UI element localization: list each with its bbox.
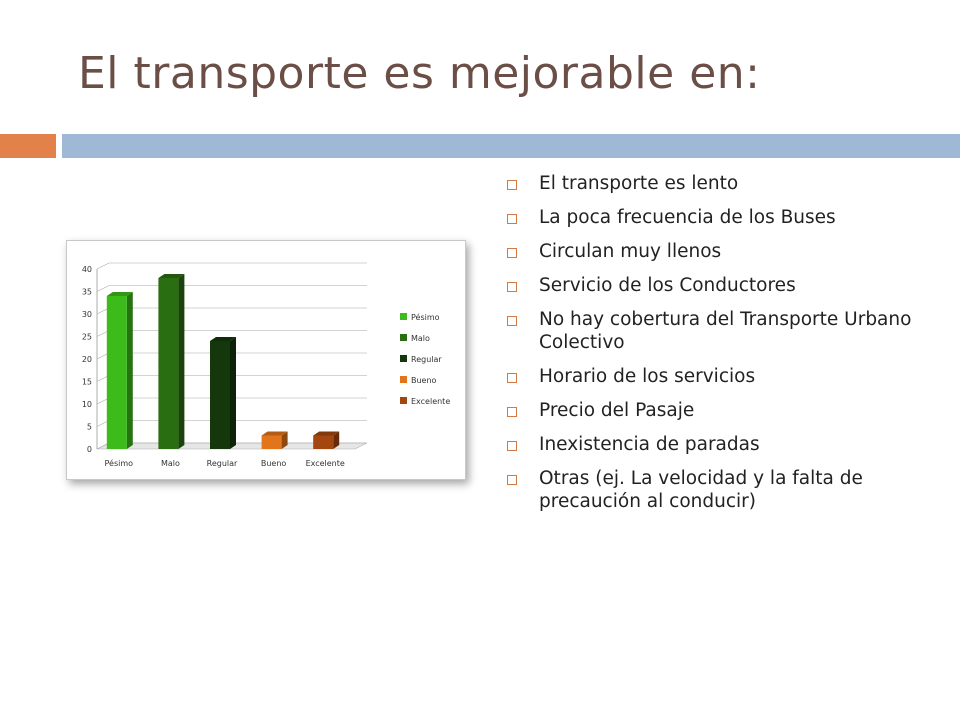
bullet-item: Horario de los servicios — [507, 365, 927, 388]
bar-side — [281, 431, 288, 449]
bullet-item: No hay cobertura del Transporte Urbano C… — [507, 308, 927, 354]
bar-chart: 0 5 10 15 20 25 30 35 40 Pésimo Malo Regular Bueno Ex… — [82, 262, 450, 468]
legend-label: Pésimo — [411, 312, 440, 322]
x-tick-label: Regular — [207, 459, 238, 468]
square-bullet-icon — [507, 282, 517, 292]
bar — [261, 435, 282, 449]
bullet-item: Otras (ej. La velocidad y la falta de pr… — [507, 467, 927, 513]
legend-swatch — [400, 334, 407, 341]
gridline-depth — [96, 262, 110, 270]
bullet-item: La poca frecuencia de los Buses — [507, 206, 927, 229]
y-tick-label: 40 — [82, 265, 92, 274]
bar-side — [230, 337, 236, 449]
bullet-text: No hay cobertura del Transporte Urbano C… — [539, 309, 912, 353]
bullet-text: Otras (ej. La velocidad y la falta de pr… — [539, 468, 863, 512]
legend-label: Excelente — [411, 397, 450, 406]
legend-swatch — [400, 355, 407, 362]
square-bullet-icon — [507, 180, 517, 190]
bullet-item: Circulan muy llenos — [507, 240, 927, 263]
legend-swatch — [400, 313, 407, 320]
square-bullet-icon — [507, 214, 517, 224]
square-bullet-icon — [507, 316, 517, 326]
y-tick-label: 0 — [87, 445, 92, 454]
bullet-item: El transporte es lento — [507, 172, 927, 195]
bullet-text: Circulan muy llenos — [539, 241, 722, 262]
legend-swatch — [400, 376, 407, 383]
y-tick-label: 30 — [82, 310, 92, 319]
square-bullet-icon — [507, 407, 517, 417]
bullet-item: Inexistencia de paradas — [507, 433, 927, 456]
bar-top — [261, 431, 288, 436]
x-tick-label: Malo — [161, 459, 180, 468]
square-bullet-icon — [507, 441, 517, 451]
bullet-text: Precio del Pasaje — [539, 400, 695, 421]
y-tick-label: 25 — [82, 333, 92, 342]
bullet-text: Horario de los servicios — [539, 366, 756, 387]
bar — [158, 278, 179, 449]
bar-side — [126, 292, 133, 449]
x-tick-label: Pésimo — [105, 458, 134, 468]
square-bullet-icon — [507, 373, 517, 383]
legend-swatch — [400, 397, 407, 404]
y-tick-label: 10 — [82, 400, 92, 409]
gridline-depth — [96, 285, 110, 292]
y-tick-label: 20 — [82, 355, 92, 364]
accent-bar-orange — [0, 134, 56, 158]
bar-side — [333, 431, 340, 449]
legend-label: Bueno — [411, 376, 437, 385]
bullet-text: El transporte es lento — [539, 173, 739, 194]
bullet-text: Inexistencia de paradas — [539, 434, 760, 455]
bar-top — [106, 292, 133, 296]
bar-top — [158, 274, 185, 278]
legend-label: Regular — [411, 355, 442, 364]
slide-title: El transporte es mejorable en: — [78, 48, 761, 99]
bar — [106, 296, 127, 449]
bar — [210, 341, 230, 449]
y-tick-label: 15 — [82, 378, 92, 387]
bar-top — [210, 337, 236, 341]
bar — [313, 435, 334, 449]
bullet-text: Servicio de los Conductores — [539, 275, 796, 296]
square-bullet-icon — [507, 248, 517, 258]
accent-bar-blue — [62, 134, 960, 158]
bullet-item: Servicio de los Conductores — [507, 274, 927, 297]
y-tick-label: 35 — [82, 288, 92, 297]
x-tick-label: Bueno — [261, 459, 287, 468]
bullet-list: El transporte es lento La poca frecuenci… — [507, 172, 927, 524]
legend-label: Malo — [411, 334, 430, 343]
bar-chart-frame: 0 5 10 15 20 25 30 35 40 Pésimo Malo Regular Bueno Ex… — [66, 240, 466, 480]
bullet-text: La poca frecuencia de los Buses — [539, 207, 836, 228]
bar-top — [313, 431, 340, 436]
bullet-item: Precio del Pasaje — [507, 399, 927, 422]
bar-side — [178, 274, 185, 449]
y-tick-label: 5 — [87, 423, 92, 432]
x-tick-label: Excelente — [306, 459, 345, 468]
square-bullet-icon — [507, 475, 517, 485]
